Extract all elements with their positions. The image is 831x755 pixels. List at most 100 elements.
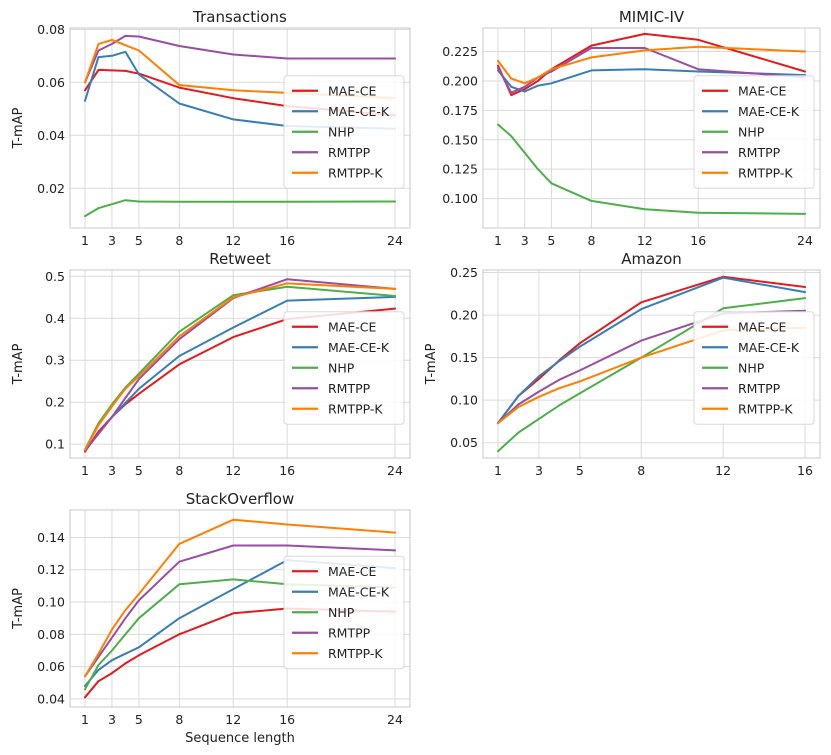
y-tick-label: 0.08 (37, 22, 65, 37)
data-point (286, 299, 289, 302)
y-tick-label: 0.125 (442, 162, 478, 177)
legend-label-nhp: NHP (738, 360, 765, 375)
data-point (286, 544, 289, 547)
legend-label-rmtpp: RMTPP (738, 381, 781, 396)
x-tick-label: 5 (576, 463, 584, 478)
data-point (497, 450, 499, 453)
data-point (643, 49, 646, 52)
data-point (697, 211, 700, 214)
data-point (517, 403, 520, 406)
data-point (232, 544, 235, 547)
legend: MAE-CE MAE-CE-K NHP RMTPP RMTPP-K (693, 75, 815, 189)
data-point (510, 85, 513, 88)
data-point (804, 70, 806, 73)
x-tick-label: 3 (535, 463, 543, 478)
data-point (232, 578, 235, 581)
x-tick-label: 5 (135, 233, 143, 248)
data-point (178, 84, 181, 86)
x-tick-label: 1 (81, 712, 89, 727)
legend-box (283, 75, 405, 189)
data-point (232, 518, 235, 521)
data-point (232, 89, 235, 92)
data-point (111, 405, 113, 408)
y-tick-label: 0.10 (37, 595, 65, 610)
data-point (697, 38, 700, 41)
data-point (124, 50, 127, 53)
legend-box (693, 75, 815, 189)
data-point (124, 633, 127, 636)
legend-box (283, 311, 405, 425)
data-point (178, 102, 181, 105)
plot-frame (69, 509, 411, 708)
data-point (558, 404, 561, 407)
data-point (111, 69, 113, 72)
x-tick-label: 1 (494, 463, 502, 478)
data-point (97, 56, 100, 59)
data-point (138, 378, 140, 381)
data-point (124, 387, 127, 390)
data-point (138, 392, 140, 395)
y-tick-label: 0.10 (450, 393, 478, 408)
legend-label-rmtpp-k: RMTPP-K (328, 401, 383, 416)
x-tick-label: 12 (715, 463, 731, 478)
data-point (804, 297, 806, 299)
data-point (558, 378, 561, 381)
data-point (286, 200, 289, 203)
x-tick-label: 8 (175, 712, 183, 727)
x-tick-label: 8 (637, 463, 645, 478)
y-tick-label: 0.06 (37, 75, 65, 90)
data-point (232, 296, 235, 299)
data-point (804, 291, 806, 294)
data-point (538, 395, 540, 398)
y-tick-label: 0.3 (45, 353, 65, 368)
data-point (517, 406, 520, 408)
y-tick-label: 0.04 (37, 691, 65, 706)
data-point (124, 652, 127, 655)
x-tick-label: 16 (279, 712, 295, 727)
data-point (590, 69, 593, 72)
chart-title: MIMIC-IV (619, 8, 685, 26)
legend-label-mae-ce: MAE-CE (738, 319, 786, 334)
x-tick-label: 24 (797, 233, 813, 248)
data-point (111, 659, 113, 662)
y-tick-label: 0.25 (450, 265, 478, 280)
data-point (722, 307, 725, 310)
chart-title: StackOverflow (186, 490, 295, 508)
legend-label-mae-ce-k: MAE-CE-K (738, 104, 800, 119)
x-tick-label: 24 (387, 233, 403, 248)
data-point (286, 523, 289, 526)
data-point (523, 82, 526, 85)
x-tick-label: 3 (108, 233, 116, 248)
legend-label-mae-ce-k: MAE-CE-K (328, 104, 390, 119)
data-point (232, 336, 235, 339)
data-point (538, 377, 540, 380)
legend-label-mae-ce-k: MAE-CE-K (328, 584, 390, 599)
x-tick-label: 3 (521, 233, 529, 248)
data-point (578, 392, 581, 395)
data-point (124, 35, 127, 37)
data-point (578, 369, 581, 372)
x-tick-label: 12 (225, 712, 241, 727)
data-point (84, 448, 86, 451)
y-tick-label: 0.175 (442, 103, 478, 118)
y-tick-label: 0.20 (450, 308, 478, 323)
data-point (590, 56, 593, 59)
data-point (550, 70, 553, 73)
data-point (124, 617, 127, 620)
legend-label-rmtpp: RMTPP (738, 145, 781, 160)
data-point (138, 35, 140, 38)
series-nhp (497, 123, 806, 215)
data-point (138, 387, 140, 390)
series-nhp (84, 199, 396, 218)
data-point (84, 215, 86, 217)
data-point (178, 633, 181, 636)
data-point (111, 628, 113, 631)
chart-title: Retweet (209, 250, 271, 268)
data-point (124, 199, 127, 202)
legend-label-mae-ce-k: MAE-CE-K (738, 340, 800, 355)
data-point (178, 617, 181, 620)
data-point (286, 57, 289, 60)
data-point (523, 90, 526, 93)
